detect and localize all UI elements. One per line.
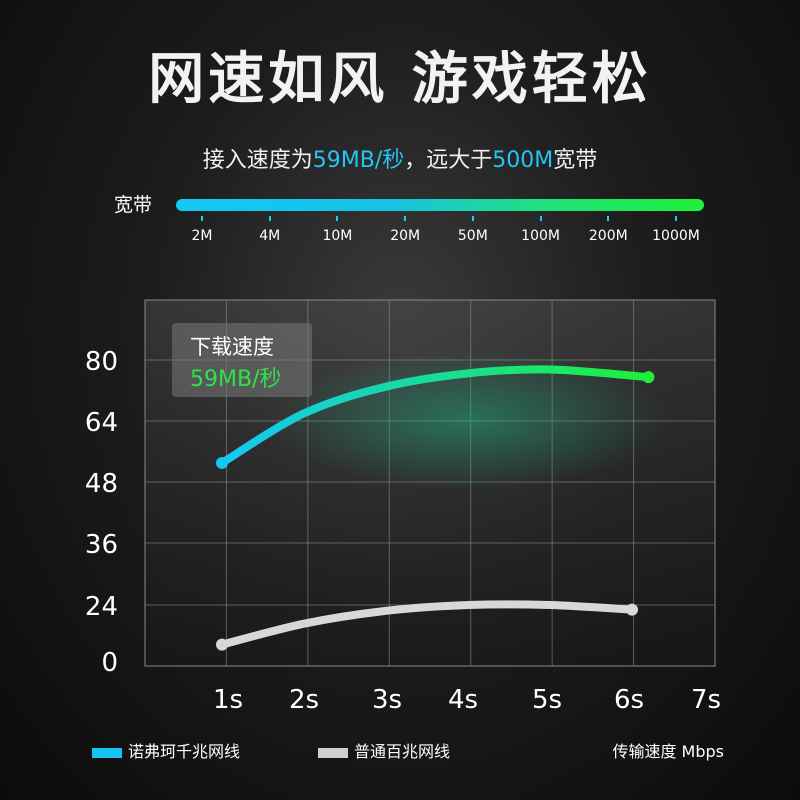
y-tick-label: 80 [85, 347, 118, 377]
unit-label: 传输速度 Mbps [612, 742, 724, 761]
subtitle-suffix: 宽带 [553, 148, 598, 173]
page-title: 网速如风 游戏轻松 [148, 47, 652, 112]
subtitle-prefix: 接入速度为 [202, 148, 313, 173]
series-line-1 [218, 600, 636, 649]
tooltip-title: 下载速度 [190, 335, 274, 359]
x-tick-label: 4s [448, 685, 478, 715]
x-tick-label: 1s [213, 685, 243, 715]
x-tick-label: 2s [289, 685, 319, 715]
subtitle-bandwidth-value: 500M [492, 148, 554, 173]
series-start-point [216, 456, 228, 469]
y-tick-label: 24 [85, 592, 118, 622]
x-tick-label: 7s [691, 685, 721, 715]
legend-label-fast: 普通百兆网线 [354, 742, 451, 761]
subtitle-mid: ，远大于 [404, 148, 493, 173]
y-tick-label: 0 [101, 648, 118, 678]
legend-item-gigabit: 诺弗珂千兆网线 [92, 738, 240, 762]
download-speed-tooltip: 下载速度 59MB/秒 [172, 323, 312, 397]
subtitle-speed-value: 59MB/秒 [312, 148, 405, 173]
speed-chart: 0 24 36 48 64 80 1s 2s 3s 4s 5s 6s 7s [85, 299, 721, 715]
curve-glow [270, 350, 670, 490]
x-tick-label: 6s [614, 685, 644, 715]
legend-swatch-fast [318, 747, 348, 758]
bandwidth-gradient-bar [176, 199, 704, 211]
y-tick-label: 64 [85, 408, 118, 438]
y-tick-label: 36 [85, 530, 118, 560]
series-start-point [216, 638, 228, 651]
subtitle: 接入速度为59MB/秒，远大于500M宽带 [0, 142, 800, 174]
x-tick-label: 5s [532, 685, 562, 715]
legend-item-fast: 普通百兆网线 [318, 738, 450, 762]
series-end-point [626, 603, 638, 616]
tooltip-value: 59MB/秒 [190, 367, 282, 392]
y-tick-label: 48 [85, 469, 118, 499]
series-end-point [642, 371, 655, 384]
bandwidth-label: 宽带 [114, 194, 153, 216]
series-line-0 [218, 365, 653, 467]
legend-swatch-gigabit [92, 747, 122, 758]
legend-label-gigabit: 诺弗珂千兆网线 [128, 742, 241, 761]
x-tick-label: 3s [372, 685, 402, 715]
